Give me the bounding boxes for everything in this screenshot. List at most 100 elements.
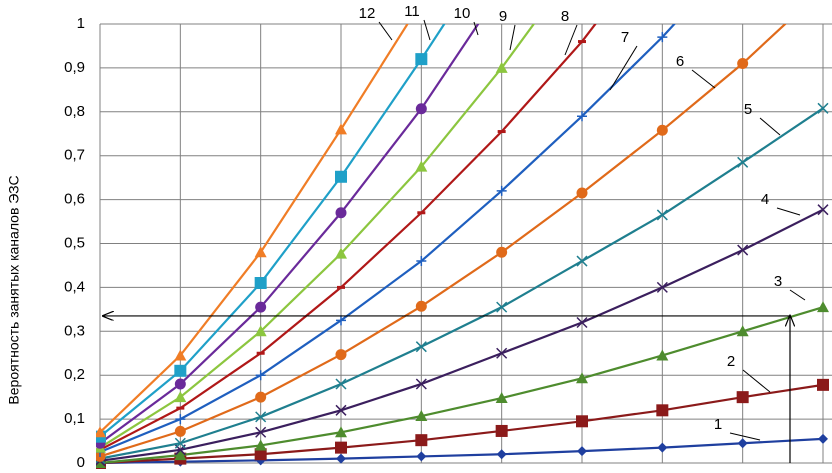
marker xyxy=(254,448,267,461)
marker xyxy=(495,424,508,437)
marker xyxy=(415,53,428,66)
series-label: 7 xyxy=(621,29,629,46)
label-leader xyxy=(509,24,516,51)
series-label: 8 xyxy=(561,8,569,25)
marker xyxy=(174,437,186,449)
y-tick-label: 0 xyxy=(77,454,85,471)
marker xyxy=(174,378,186,390)
marker xyxy=(174,449,187,461)
series-line xyxy=(99,24,597,451)
marker xyxy=(817,301,829,313)
label-leader xyxy=(423,19,431,41)
marker xyxy=(174,349,187,361)
marker xyxy=(496,449,507,460)
label-leader xyxy=(742,369,771,393)
marker xyxy=(817,102,829,114)
marker xyxy=(817,204,829,216)
marker xyxy=(254,246,267,258)
marker xyxy=(336,315,346,326)
label-leader xyxy=(378,21,393,41)
marker xyxy=(736,391,749,404)
marker xyxy=(174,364,187,377)
series-label: 6 xyxy=(676,53,684,70)
marker xyxy=(174,391,187,403)
label-leader xyxy=(776,207,801,216)
marker xyxy=(656,209,668,221)
marker xyxy=(174,425,186,437)
marker xyxy=(817,378,829,391)
marker xyxy=(496,185,507,196)
label-leader xyxy=(729,432,761,441)
marker xyxy=(576,372,588,384)
series-label: 5 xyxy=(744,101,752,118)
marker xyxy=(335,404,347,416)
y-tick-label: 0,5 xyxy=(64,234,85,251)
marker xyxy=(576,415,588,428)
series-label: 10 xyxy=(454,5,471,22)
marker xyxy=(736,325,749,337)
y-tick-label: 0,2 xyxy=(64,366,85,383)
marker xyxy=(415,410,428,422)
marker xyxy=(576,187,588,199)
series-label: 1 xyxy=(714,416,722,433)
series-label: 11 xyxy=(404,3,420,20)
label-leader xyxy=(473,21,479,36)
marker xyxy=(577,111,587,122)
series-label: 2 xyxy=(727,353,735,370)
series-line xyxy=(99,24,480,445)
marker xyxy=(335,247,347,259)
series-line xyxy=(99,208,824,462)
series-label: 9 xyxy=(499,8,507,25)
marker xyxy=(577,446,587,457)
marker xyxy=(416,256,427,267)
y-tick-label: 0,8 xyxy=(64,103,85,120)
marker xyxy=(335,378,347,390)
y-tick-label: 0,4 xyxy=(64,278,85,295)
marker xyxy=(255,301,267,313)
y-tick-label: 0,7 xyxy=(64,147,85,164)
marker xyxy=(335,426,347,438)
marker xyxy=(254,439,267,451)
marker xyxy=(255,391,267,403)
marker xyxy=(657,442,668,453)
label-leader xyxy=(609,45,638,91)
marker xyxy=(495,392,508,404)
marker xyxy=(415,103,427,115)
marker xyxy=(576,316,588,329)
y-tick-label: 0,9 xyxy=(64,59,85,76)
marker xyxy=(657,32,668,43)
y-tick-label: 0,6 xyxy=(64,191,85,208)
marker xyxy=(496,246,508,258)
y-axis-label: Вероятность занятых каналов ЭЗС xyxy=(6,175,22,404)
marker xyxy=(495,61,508,73)
marker xyxy=(415,378,427,390)
marker xyxy=(496,301,508,313)
marker xyxy=(336,453,346,464)
series-line xyxy=(99,306,824,465)
marker xyxy=(496,347,508,359)
plot-area xyxy=(96,24,829,469)
label-leader xyxy=(564,24,578,56)
series-label: 12 xyxy=(359,5,376,22)
marker xyxy=(415,300,427,312)
y-tick-label: 0,3 xyxy=(64,322,85,339)
marker xyxy=(737,438,748,449)
marker xyxy=(415,434,428,447)
marker xyxy=(656,349,669,361)
marker xyxy=(335,170,347,183)
marker xyxy=(255,411,267,423)
marker xyxy=(656,124,668,136)
marker xyxy=(576,255,588,267)
marker xyxy=(415,160,428,172)
series-line xyxy=(99,383,824,465)
y-tick-label: 1 xyxy=(77,15,85,32)
marker xyxy=(335,123,347,135)
marker xyxy=(818,433,828,444)
label-leader xyxy=(789,289,806,301)
series-label: 3 xyxy=(774,273,782,290)
marker xyxy=(656,281,668,293)
marker xyxy=(335,207,347,219)
marker xyxy=(416,451,427,462)
marker xyxy=(656,404,669,417)
y-tick-label: 0,1 xyxy=(64,410,85,427)
